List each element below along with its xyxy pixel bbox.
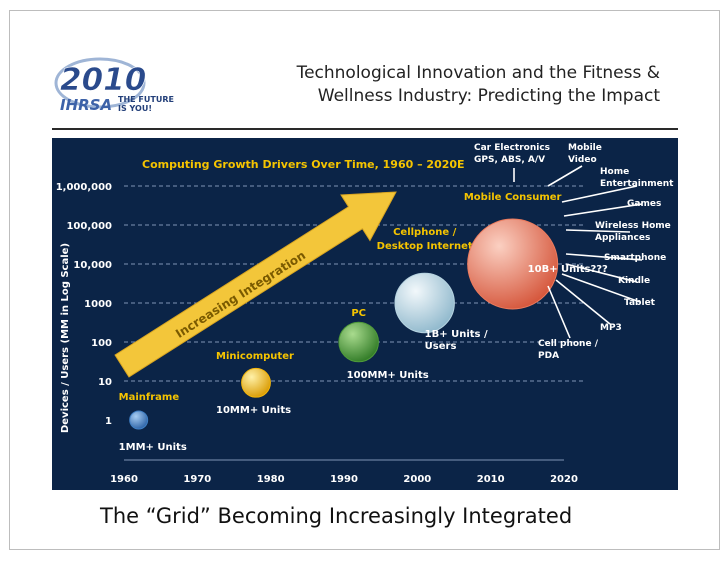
callout-label: Games <box>627 199 661 209</box>
x-tick-label: 1960 <box>110 474 138 485</box>
callout-label: Entertainment <box>600 179 674 189</box>
x-tick-label: 1970 <box>183 474 211 485</box>
bubble-label: PC <box>351 308 366 319</box>
slide-title: Technological Innovation and the Fitness… <box>210 62 660 108</box>
bubble-sublabel: 1B+ Units / <box>425 329 488 340</box>
bubble-mainframe <box>129 410 149 430</box>
bubble-label: Desktop Internet <box>377 241 473 252</box>
y-tick-label: 10 <box>98 377 112 388</box>
callout-label: Cell phone / <box>538 339 599 349</box>
bubble-cellphone <box>394 272 455 334</box>
logo-org: IHRSA <box>60 96 112 114</box>
y-tick-label: 100 <box>91 338 112 349</box>
chart-title: Computing Growth Drivers Over Time, 1960… <box>142 158 465 171</box>
bubble-pc <box>338 321 379 363</box>
callout-label: Video <box>568 155 597 165</box>
callout-label: Tablet <box>624 298 656 308</box>
x-tick-label: 2010 <box>477 474 505 485</box>
x-tick-label: 2000 <box>403 474 431 485</box>
callout-line <box>561 273 641 303</box>
callout-label: Appliances <box>595 233 650 243</box>
ihrsa-2010-logo: 2010 IHRSA THE FUTURE IS YOU! <box>54 57 174 114</box>
y-tick-label: 1 <box>105 416 112 427</box>
x-tick-label: 2020 <box>550 474 578 485</box>
y-axis-label: Devices / Users (MM in Log Scale) <box>60 243 71 433</box>
logo-tagline-2: IS YOU! <box>118 104 152 113</box>
bubble-mobile <box>467 218 559 310</box>
bubble-minicomputer <box>241 367 271 398</box>
x-tick-label: 1990 <box>330 474 358 485</box>
bubble-label: Mobile Consumer <box>464 192 562 203</box>
callout-line <box>565 229 631 233</box>
callout-label: Wireless Home <box>595 221 671 231</box>
integration-arrow <box>114 191 397 378</box>
callout-line <box>547 165 583 187</box>
y-tick-label: 100,000 <box>66 221 112 232</box>
callout-label: PDA <box>538 351 559 361</box>
slide-title-line-2: Wellness Industry: Predicting the Impact <box>317 86 660 106</box>
bubble-label: Cellphone / <box>393 227 457 238</box>
bubble-sublabel: Users <box>425 341 457 352</box>
y-tick-label: 1,000,000 <box>56 182 112 193</box>
bubble-sublabel: 10MM+ Units <box>216 405 291 416</box>
callout-line <box>547 285 571 339</box>
callout-line <box>563 203 643 217</box>
callout-line <box>565 263 638 283</box>
callout-line <box>565 253 643 261</box>
callout-label: Kindle <box>618 276 650 286</box>
bubble-label: Mainframe <box>119 392 180 403</box>
logo-year: 2010 <box>60 62 146 98</box>
logo-tagline-1: THE FUTURE <box>118 95 174 104</box>
callout-line <box>555 279 611 325</box>
x-tick-label: 1980 <box>257 474 285 485</box>
bubble-label: Minicomputer <box>216 351 294 362</box>
callout-label: GPS, ABS, A/V <box>474 155 545 165</box>
callout-label: Car Electronics <box>474 143 550 153</box>
slide-title-line-1: Technological Innovation and the Fitness… <box>296 63 660 83</box>
bubble-sublabel: 10B+ Units??? <box>528 264 608 275</box>
growth-chart: 1 10 100 1000 10,000 100,000 1,000,000 1960 1970… <box>52 138 678 490</box>
slide-caption: The “Grid” Becoming Increasingly Integra… <box>100 504 573 528</box>
callout-label: MP3 <box>600 323 622 333</box>
callout-label: Mobile <box>568 143 602 153</box>
bubble-sublabel: 1MM+ Units <box>119 442 187 453</box>
y-tick-label: 10,000 <box>73 260 112 271</box>
callout-label: Smartphone <box>604 253 666 263</box>
header-rule <box>52 128 678 130</box>
y-tick-label: 1000 <box>84 299 112 310</box>
bubble-sublabel: 100MM+ Units <box>347 370 429 381</box>
callout-line <box>561 185 638 203</box>
slide-frame <box>9 10 720 550</box>
callout-label: Home <box>600 167 629 177</box>
